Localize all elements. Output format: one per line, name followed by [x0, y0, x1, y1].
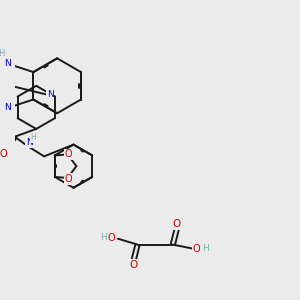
Text: O: O	[65, 149, 72, 159]
Text: H: H	[202, 244, 208, 253]
Text: O: O	[107, 233, 115, 243]
Text: O: O	[0, 149, 7, 159]
Text: N: N	[4, 103, 11, 112]
Text: O: O	[130, 260, 138, 270]
Text: O: O	[65, 174, 72, 184]
Text: H: H	[0, 49, 4, 58]
Text: O: O	[193, 244, 200, 254]
Text: H: H	[30, 133, 36, 142]
Text: N: N	[26, 138, 33, 147]
Text: H: H	[100, 233, 106, 242]
Text: O: O	[172, 219, 181, 229]
Text: N: N	[46, 90, 53, 99]
Text: N: N	[4, 59, 11, 68]
